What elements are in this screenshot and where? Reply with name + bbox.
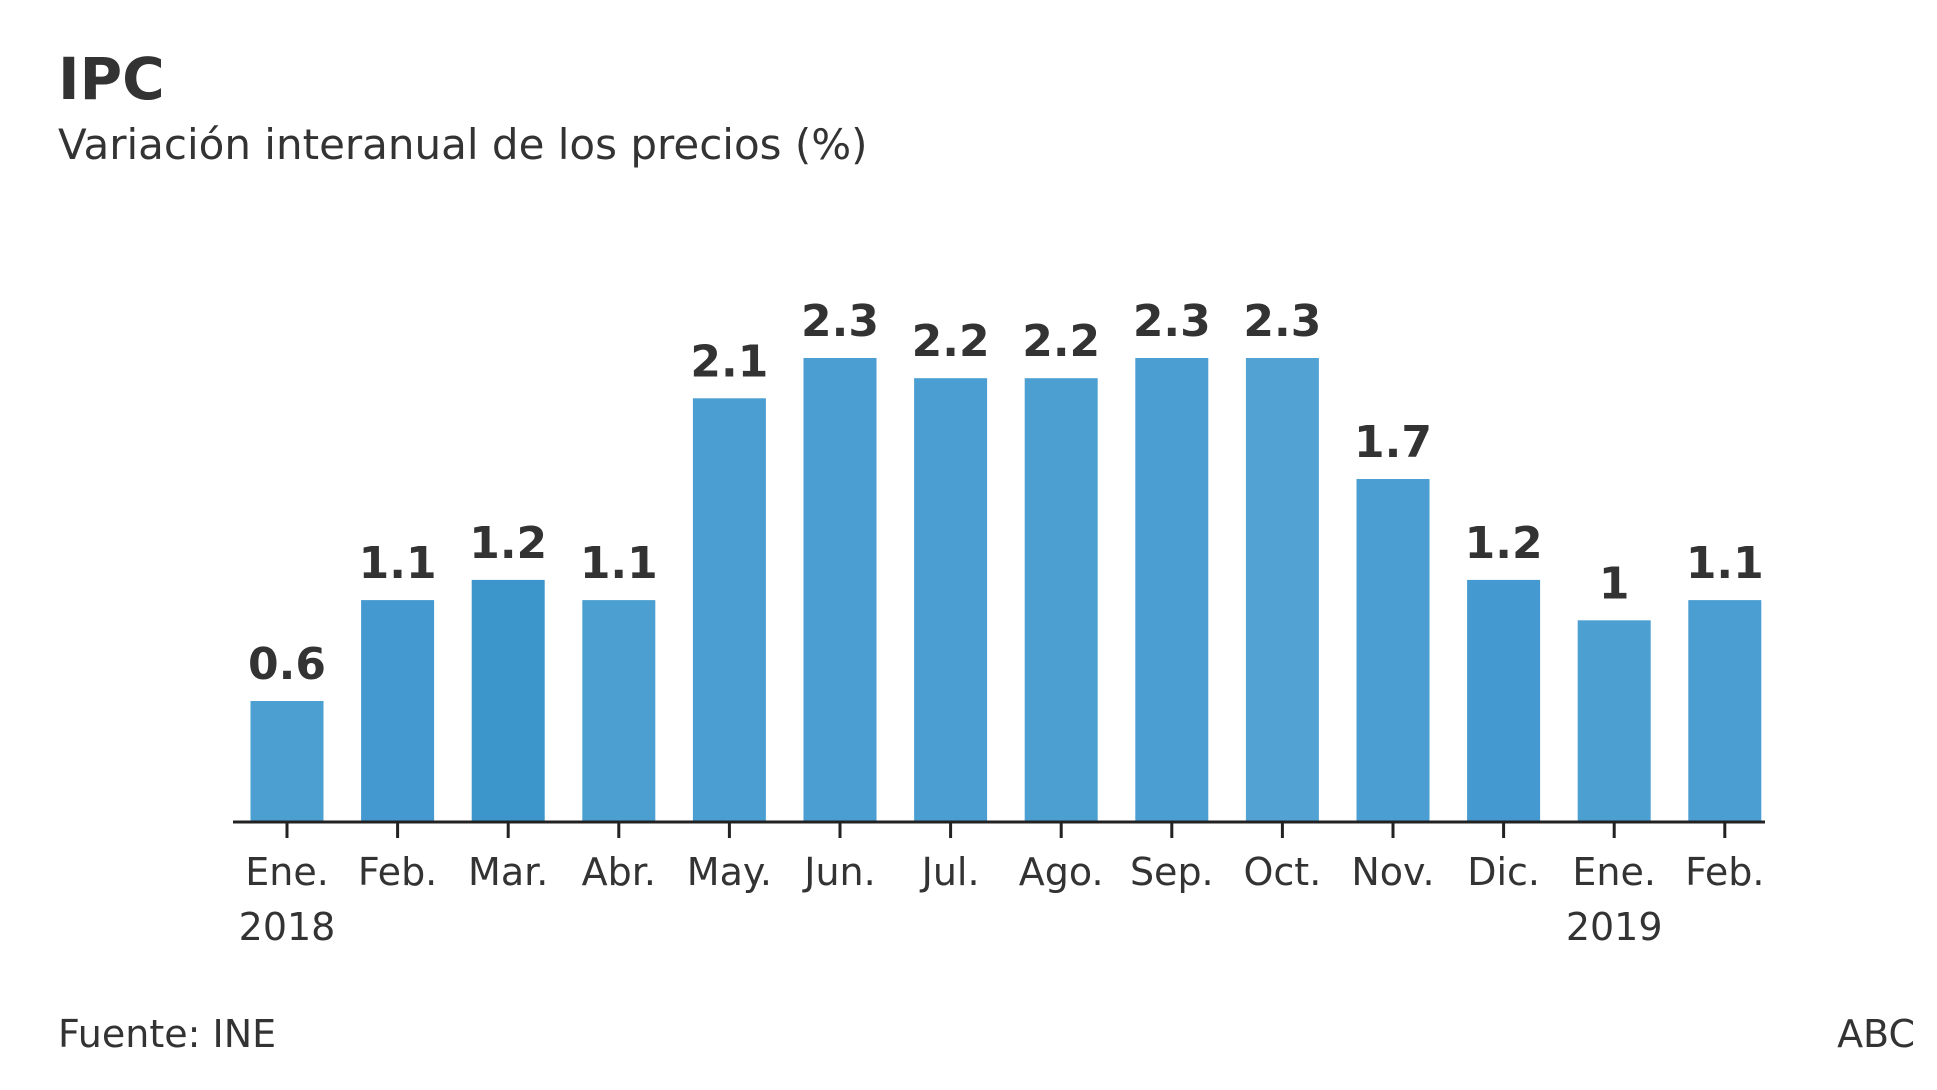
x-tick-label-1: Ene.	[245, 850, 329, 894]
publisher-credit: ABC	[1837, 1012, 1915, 1056]
x-tick-label-12: Dic.	[1467, 850, 1540, 894]
x-year-label-13: 2019	[1566, 905, 1663, 949]
bar-7	[914, 378, 988, 822]
x-axis-ticks	[285, 822, 1727, 838]
value-label-5: 2.1	[690, 336, 768, 387]
bar-13	[1577, 620, 1651, 822]
value-label-14: 1.1	[1686, 538, 1764, 589]
bar-5	[692, 398, 766, 822]
value-label-9: 2.3	[1133, 296, 1211, 347]
value-label-1: 0.6	[248, 639, 326, 690]
x-tick-label-11: Nov.	[1351, 850, 1434, 894]
x-tick-label-7: Jul.	[920, 850, 980, 894]
chart-title: IPC	[58, 45, 165, 113]
value-label-11: 1.7	[1354, 417, 1432, 468]
value-label-2: 1.1	[359, 538, 437, 589]
value-label-4: 1.1	[580, 538, 658, 589]
bar-chart: 0.6 1.1 1.2 1.1 2.1 2.3 2.2 2.2 2.3 2.3 1.7 1.2 1 1.1…	[233, 296, 1765, 949]
value-labels-group: 0.6 1.1 1.2 1.1 2.1 2.3 2.2 2.2 2.3 2.3 1.7 1.2 1 1.1	[248, 296, 1764, 690]
bar-10	[1245, 358, 1319, 822]
value-label-3: 1.2	[469, 518, 547, 569]
bar-4	[582, 600, 656, 822]
x-axis-tick-labels: Ene. 2018 Feb. Mar. Abr. May. Jun. Jul. Ago. Sep.…	[239, 850, 1765, 949]
bar-6	[803, 358, 877, 822]
value-label-8: 2.2	[1022, 316, 1100, 367]
chart-subtitle: Variación interanual de los precios (%)	[58, 120, 868, 169]
value-label-10: 2.3	[1243, 296, 1321, 347]
bar-1	[250, 701, 324, 822]
value-label-13: 1	[1599, 558, 1630, 609]
bar-12	[1467, 579, 1541, 822]
value-label-12: 1.2	[1465, 518, 1543, 569]
bars-group	[250, 358, 1762, 822]
x-tick-label-4: Abr.	[582, 850, 656, 894]
x-year-label-1: 2018	[239, 905, 336, 949]
source-note: Fuente: INE	[58, 1012, 277, 1056]
x-tick-label-6: Jun.	[802, 850, 875, 894]
bar-2	[361, 600, 435, 822]
x-tick-label-14: Feb.	[1685, 850, 1764, 894]
x-tick-label-13: Ene.	[1572, 850, 1656, 894]
x-tick-label-10: Oct.	[1244, 850, 1322, 894]
bar-14	[1688, 600, 1762, 822]
bar-9	[1135, 358, 1209, 822]
x-tick-label-9: Sep.	[1130, 850, 1214, 894]
value-label-6: 2.3	[801, 296, 879, 347]
x-tick-label-5: May.	[687, 850, 772, 894]
x-tick-label-8: Ago.	[1019, 850, 1104, 894]
value-label-7: 2.2	[912, 316, 990, 367]
bar-3	[471, 579, 545, 822]
x-tick-label-2: Feb.	[358, 850, 437, 894]
x-tick-label-3: Mar.	[468, 850, 548, 894]
bar-8	[1024, 378, 1098, 822]
bar-11	[1356, 479, 1430, 822]
